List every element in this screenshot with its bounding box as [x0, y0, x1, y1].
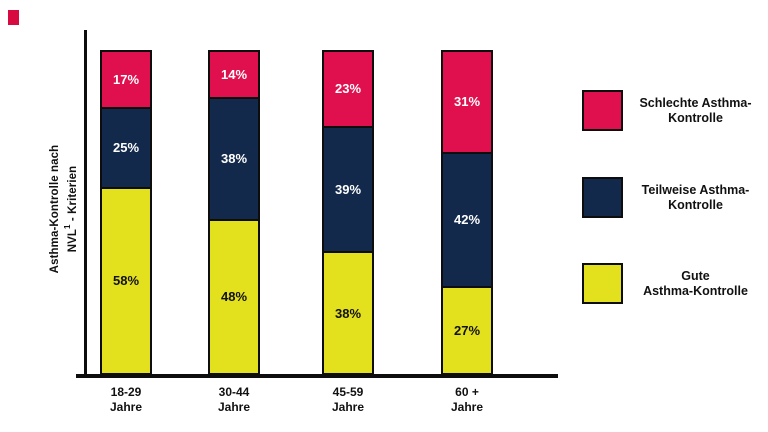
legend-item-gute: Gute Asthma-Kontrolle — [582, 263, 768, 304]
segment-value-label: 48% — [220, 289, 248, 305]
bar-segment-schlechte: 23% — [324, 52, 372, 126]
stacked-bar-45-59: 23% 39% 38% — [322, 50, 374, 375]
y-axis-line — [84, 30, 87, 378]
legend-label-schlechte: Schlechte Asthma- Kontrolle — [639, 95, 752, 125]
segment-value-label: 58% — [112, 273, 140, 289]
corner-red-mark — [8, 10, 19, 25]
legend-swatch-schlechte — [582, 90, 623, 131]
y-axis-title: Asthma-Kontrolle nach NVL1 - Kriterien — [48, 99, 80, 319]
segment-value-label: 39% — [334, 181, 362, 197]
bar-segment-teilweise: 42% — [443, 151, 491, 287]
segment-value-label: 14% — [220, 66, 248, 82]
y-axis-title-line1: Asthma-Kontrolle nach — [49, 144, 61, 274]
bar-segment-teilweise: 38% — [210, 96, 258, 219]
y-axis-title-line2: NVL1 - Kriterien — [63, 165, 79, 253]
segment-value-label: 31% — [453, 94, 481, 110]
bar-segment-teilweise: 39% — [324, 125, 372, 252]
legend-swatch-gute — [582, 263, 623, 304]
segment-value-label: 23% — [334, 81, 362, 97]
x-tick-label: 60 + Jahre — [450, 385, 484, 414]
x-tick-label: 18-29 Jahre — [109, 385, 143, 414]
segment-value-label: 25% — [112, 140, 140, 156]
legend-label-teilweise: Teilweise Asthma- Kontrolle — [641, 182, 750, 212]
bar-segment-teilweise: 25% — [102, 106, 150, 187]
stacked-bar-18-29: 17% 25% 58% — [100, 50, 152, 375]
stacked-bar-60+: 31% 42% 27% — [441, 50, 493, 375]
legend-swatch-teilweise — [582, 177, 623, 218]
legend-item-schlechte: Schlechte Asthma- Kontrolle — [582, 90, 768, 131]
stacked-bar-30-44: 14% 38% 48% — [208, 50, 260, 375]
x-axis-line — [76, 374, 558, 378]
bar-segment-schlechte: 31% — [443, 52, 491, 152]
bar-segment-gute: 38% — [324, 251, 372, 373]
bar-segment-gute: 27% — [443, 286, 491, 373]
segment-value-label: 38% — [334, 305, 362, 321]
segment-value-label: 27% — [453, 323, 481, 339]
x-tick-label: 30-44 Jahre — [217, 385, 251, 414]
bar-segment-gute: 58% — [102, 186, 150, 373]
segment-value-label: 17% — [112, 71, 140, 87]
bar-segment-schlechte: 14% — [210, 52, 258, 97]
bar-segment-gute: 48% — [210, 218, 258, 373]
legend-item-teilweise: Teilweise Asthma- Kontrolle — [582, 177, 768, 218]
legend-label-gute: Gute Asthma-Kontrolle — [643, 268, 748, 298]
segment-value-label: 42% — [453, 212, 481, 228]
segment-value-label: 38% — [220, 151, 248, 167]
x-tick-label: 45-59 Jahre — [331, 385, 365, 414]
bar-segment-schlechte: 17% — [102, 52, 150, 107]
